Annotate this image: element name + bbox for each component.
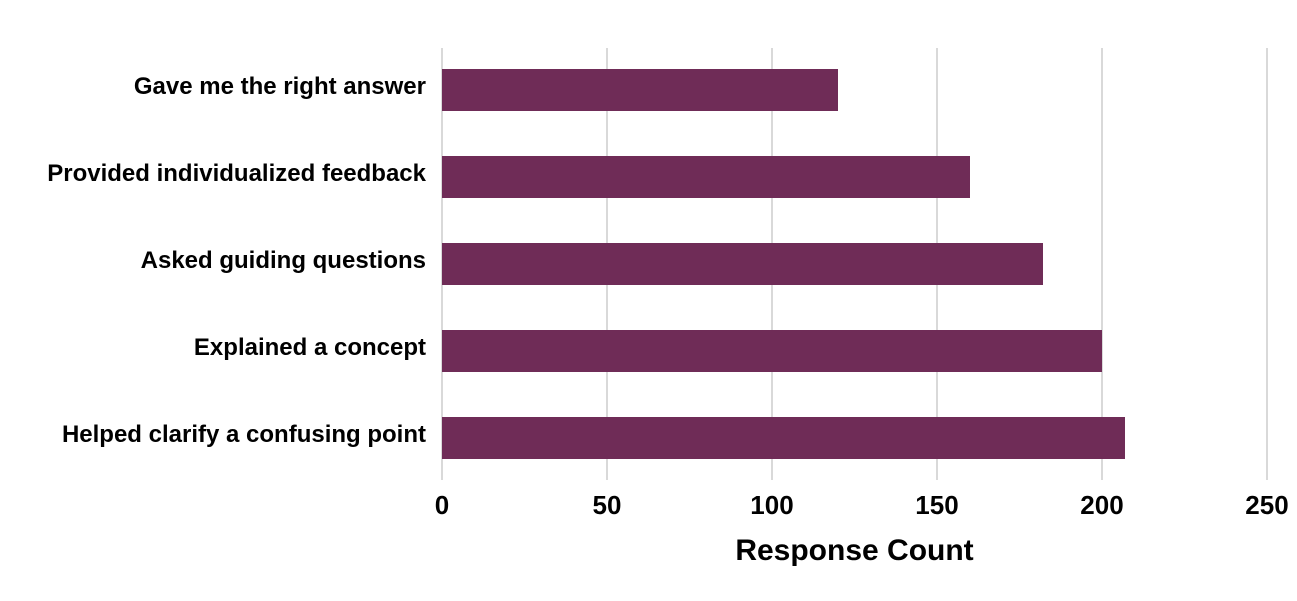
x-tick-label: 250	[1245, 490, 1288, 521]
x-tick-label: 150	[915, 490, 958, 521]
category-label: Explained a concept	[194, 334, 426, 362]
x-tick-label: 50	[593, 490, 622, 521]
x-axis-title: Response Count	[442, 534, 1267, 568]
bar	[442, 69, 838, 111]
category-label: Provided individualized feedback	[47, 160, 426, 188]
category-label: Gave me the right answer	[134, 73, 426, 101]
bar	[442, 417, 1125, 459]
bar	[442, 243, 1043, 285]
response-count-chart: Gave me the right answer Provided individ…	[0, 0, 1297, 601]
x-tick-label: 100	[750, 490, 793, 521]
bar	[442, 156, 970, 198]
gridline	[1266, 48, 1268, 480]
plot-area	[442, 48, 1267, 480]
bar	[442, 330, 1102, 372]
x-tick-label: 200	[1080, 490, 1123, 521]
category-label: Asked guiding questions	[141, 247, 426, 275]
gridline	[1101, 48, 1103, 480]
x-tick-label: 0	[435, 490, 449, 521]
category-label: Helped clarify a confusing point	[62, 421, 426, 449]
